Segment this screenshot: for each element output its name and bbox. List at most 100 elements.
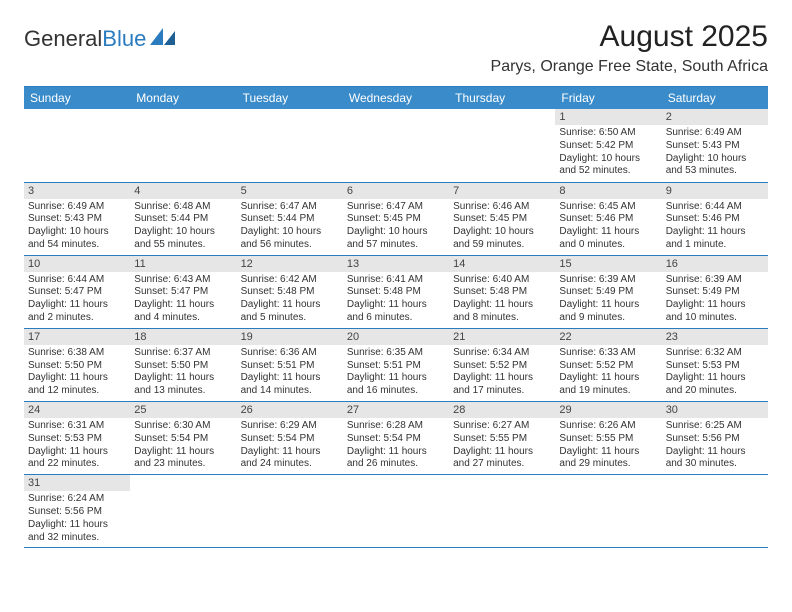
calendar-cell: 4Sunrise: 6:48 AMSunset: 5:44 PMDaylight…	[130, 182, 236, 255]
calendar-cell: 20Sunrise: 6:35 AMSunset: 5:51 PMDayligh…	[343, 328, 449, 401]
calendar-cell: 29Sunrise: 6:26 AMSunset: 5:55 PMDayligh…	[555, 402, 661, 475]
day-details: Sunrise: 6:49 AMSunset: 5:43 PMDaylight:…	[24, 199, 130, 255]
calendar-cell: 12Sunrise: 6:42 AMSunset: 5:48 PMDayligh…	[237, 255, 343, 328]
daylight-text-2: and 9 minutes.	[559, 312, 657, 325]
weekday-header: Thursday	[449, 87, 555, 110]
sunset-text: Sunset: 5:46 PM	[559, 213, 657, 226]
sunset-text: Sunset: 5:54 PM	[134, 433, 232, 446]
sunset-text: Sunset: 5:48 PM	[453, 286, 551, 299]
sunrise-text: Sunrise: 6:25 AM	[666, 420, 764, 433]
logo: GeneralBlue	[24, 26, 176, 52]
sunset-text: Sunset: 5:45 PM	[347, 213, 445, 226]
sunset-text: Sunset: 5:46 PM	[666, 213, 764, 226]
day-details: Sunrise: 6:31 AMSunset: 5:53 PMDaylight:…	[24, 418, 130, 474]
daylight-text-2: and 24 minutes.	[241, 458, 339, 471]
sunset-text: Sunset: 5:48 PM	[347, 286, 445, 299]
sunrise-text: Sunrise: 6:39 AM	[666, 274, 764, 287]
day-number: 20	[343, 329, 449, 345]
daylight-text-1: Daylight: 10 hours	[28, 226, 126, 239]
calendar-cell: 9Sunrise: 6:44 AMSunset: 5:46 PMDaylight…	[662, 182, 768, 255]
calendar-cell: 27Sunrise: 6:28 AMSunset: 5:54 PMDayligh…	[343, 402, 449, 475]
day-details: Sunrise: 6:47 AMSunset: 5:44 PMDaylight:…	[237, 199, 343, 255]
sunrise-text: Sunrise: 6:40 AM	[453, 274, 551, 287]
calendar-cell	[130, 109, 236, 182]
day-details: Sunrise: 6:45 AMSunset: 5:46 PMDaylight:…	[555, 199, 661, 255]
sunset-text: Sunset: 5:53 PM	[666, 360, 764, 373]
title-block: August 2025 Parys, Orange Free State, So…	[491, 20, 768, 76]
daylight-text-1: Daylight: 10 hours	[241, 226, 339, 239]
daylight-text-1: Daylight: 11 hours	[453, 299, 551, 312]
sunrise-text: Sunrise: 6:31 AM	[28, 420, 126, 433]
calendar-cell	[343, 475, 449, 548]
day-details: Sunrise: 6:49 AMSunset: 5:43 PMDaylight:…	[662, 125, 768, 181]
sunrise-text: Sunrise: 6:38 AM	[28, 347, 126, 360]
day-number: 11	[130, 256, 236, 272]
daylight-text-2: and 20 minutes.	[666, 385, 764, 398]
sunrise-text: Sunrise: 6:47 AM	[241, 201, 339, 214]
sunrise-text: Sunrise: 6:44 AM	[28, 274, 126, 287]
calendar-cell: 7Sunrise: 6:46 AMSunset: 5:45 PMDaylight…	[449, 182, 555, 255]
calendar-cell	[555, 475, 661, 548]
sunset-text: Sunset: 5:43 PM	[28, 213, 126, 226]
calendar-cell: 5Sunrise: 6:47 AMSunset: 5:44 PMDaylight…	[237, 182, 343, 255]
day-details: Sunrise: 6:43 AMSunset: 5:47 PMDaylight:…	[130, 272, 236, 328]
sunset-text: Sunset: 5:50 PM	[134, 360, 232, 373]
day-details: Sunrise: 6:29 AMSunset: 5:54 PMDaylight:…	[237, 418, 343, 474]
sunset-text: Sunset: 5:54 PM	[241, 433, 339, 446]
calendar-cell	[237, 475, 343, 548]
sunset-text: Sunset: 5:52 PM	[453, 360, 551, 373]
sunset-text: Sunset: 5:44 PM	[241, 213, 339, 226]
day-number: 7	[449, 183, 555, 199]
day-number: 21	[449, 329, 555, 345]
day-number: 17	[24, 329, 130, 345]
day-number: 29	[555, 402, 661, 418]
calendar-cell: 31Sunrise: 6:24 AMSunset: 5:56 PMDayligh…	[24, 475, 130, 548]
daylight-text-2: and 23 minutes.	[134, 458, 232, 471]
weekday-header: Monday	[130, 87, 236, 110]
calendar-week-row: 24Sunrise: 6:31 AMSunset: 5:53 PMDayligh…	[24, 402, 768, 475]
sunrise-text: Sunrise: 6:50 AM	[559, 127, 657, 140]
day-number: 13	[343, 256, 449, 272]
day-details: Sunrise: 6:34 AMSunset: 5:52 PMDaylight:…	[449, 345, 555, 401]
daylight-text-2: and 12 minutes.	[28, 385, 126, 398]
day-details: Sunrise: 6:47 AMSunset: 5:45 PMDaylight:…	[343, 199, 449, 255]
sunset-text: Sunset: 5:47 PM	[134, 286, 232, 299]
day-details: Sunrise: 6:32 AMSunset: 5:53 PMDaylight:…	[662, 345, 768, 401]
calendar-cell: 28Sunrise: 6:27 AMSunset: 5:55 PMDayligh…	[449, 402, 555, 475]
daylight-text-1: Daylight: 11 hours	[666, 299, 764, 312]
calendar-cell	[343, 109, 449, 182]
sunset-text: Sunset: 5:55 PM	[559, 433, 657, 446]
daylight-text-2: and 56 minutes.	[241, 239, 339, 252]
day-number: 30	[662, 402, 768, 418]
logo-text-general: General	[24, 26, 102, 52]
day-details: Sunrise: 6:46 AMSunset: 5:45 PMDaylight:…	[449, 199, 555, 255]
calendar-table: Sunday Monday Tuesday Wednesday Thursday…	[24, 86, 768, 548]
daylight-text-1: Daylight: 11 hours	[453, 446, 551, 459]
sunset-text: Sunset: 5:56 PM	[28, 506, 126, 519]
sunrise-text: Sunrise: 6:46 AM	[453, 201, 551, 214]
calendar-cell	[24, 109, 130, 182]
sunrise-text: Sunrise: 6:49 AM	[28, 201, 126, 214]
day-number: 18	[130, 329, 236, 345]
sunrise-text: Sunrise: 6:33 AM	[559, 347, 657, 360]
weekday-header-row: Sunday Monday Tuesday Wednesday Thursday…	[24, 87, 768, 110]
daylight-text-2: and 19 minutes.	[559, 385, 657, 398]
day-details: Sunrise: 6:39 AMSunset: 5:49 PMDaylight:…	[555, 272, 661, 328]
day-number: 4	[130, 183, 236, 199]
daylight-text-2: and 16 minutes.	[347, 385, 445, 398]
daylight-text-2: and 30 minutes.	[666, 458, 764, 471]
sunrise-text: Sunrise: 6:27 AM	[453, 420, 551, 433]
sunset-text: Sunset: 5:45 PM	[453, 213, 551, 226]
calendar-cell: 19Sunrise: 6:36 AMSunset: 5:51 PMDayligh…	[237, 328, 343, 401]
calendar-cell	[130, 475, 236, 548]
day-details: Sunrise: 6:42 AMSunset: 5:48 PMDaylight:…	[237, 272, 343, 328]
calendar-cell	[237, 109, 343, 182]
day-details: Sunrise: 6:26 AMSunset: 5:55 PMDaylight:…	[555, 418, 661, 474]
day-details: Sunrise: 6:39 AMSunset: 5:49 PMDaylight:…	[662, 272, 768, 328]
daylight-text-2: and 0 minutes.	[559, 239, 657, 252]
daylight-text-1: Daylight: 11 hours	[134, 299, 232, 312]
sunset-text: Sunset: 5:48 PM	[241, 286, 339, 299]
page-header: GeneralBlue August 2025 Parys, Orange Fr…	[24, 20, 768, 76]
daylight-text-1: Daylight: 11 hours	[559, 299, 657, 312]
weekday-header: Friday	[555, 87, 661, 110]
